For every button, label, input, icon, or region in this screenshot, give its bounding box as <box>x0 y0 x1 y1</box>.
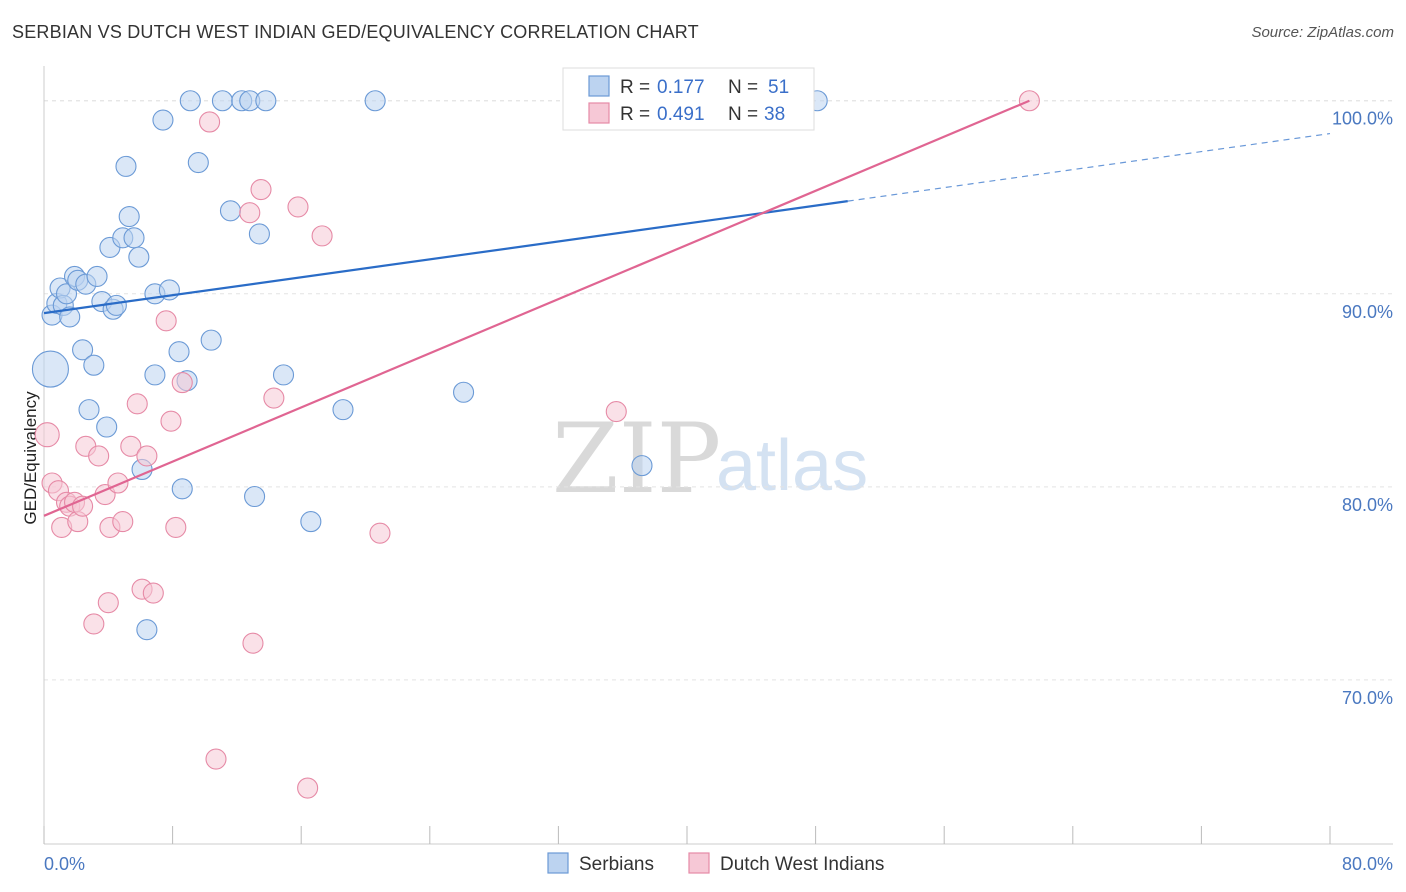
legend-n-value-dutch-west-indians: 38 <box>764 104 785 125</box>
point-dutch-west-indians <box>120 435 142 457</box>
point-serbians <box>244 485 266 508</box>
point-serbians <box>144 364 166 386</box>
point-serbians <box>118 206 140 228</box>
watermark-atlas: atlas <box>716 426 868 506</box>
point-dutch-west-indians <box>142 582 164 604</box>
point-dutch-west-indians <box>136 445 158 467</box>
point-serbians <box>31 350 69 388</box>
point-dutch-west-indians <box>97 592 119 614</box>
axes <box>43 66 1393 845</box>
point-serbians <box>96 416 118 438</box>
point-serbians <box>59 306 81 328</box>
point-dutch-west-indians <box>287 196 309 218</box>
point-dutch-west-indians <box>311 225 333 247</box>
point-dutch-west-indians <box>126 393 148 415</box>
bottom-legend-swatch-dutch-west-indians <box>688 852 710 874</box>
bottom-legend-label-serbians: Serbians <box>579 854 654 875</box>
x-tick-label-max: 80.0% <box>1342 854 1393 874</box>
gridlines <box>44 100 1393 681</box>
point-dutch-west-indians <box>199 111 221 133</box>
point-serbians <box>364 90 386 112</box>
bottom-legend-label-dutch-west-indians: Dutch West Indians <box>720 854 884 875</box>
source-credit: Source: ZipAtlas.com <box>1251 24 1394 41</box>
point-serbians <box>152 109 174 131</box>
series-dutch-west-indians-points <box>34 90 1040 799</box>
y-tick-labels: 70.0% 80.0% 90.0% 100.0% <box>1332 109 1393 708</box>
point-dutch-west-indians <box>34 422 60 448</box>
trend-line-serbians <box>43 200 848 315</box>
point-dutch-west-indians <box>160 410 182 432</box>
legend-r-value-dutch-west-indians: 0.491 <box>657 104 705 125</box>
point-serbians <box>631 455 653 477</box>
point-dutch-west-indians <box>297 777 319 799</box>
point-serbians <box>55 283 78 305</box>
point-serbians <box>187 151 209 174</box>
point-serbians <box>136 619 158 641</box>
bottom-legend-swatch-serbians <box>547 852 569 874</box>
legend-n-value-serbians: 51 <box>768 77 789 98</box>
point-dutch-west-indians <box>239 202 261 224</box>
point-serbians <box>72 339 94 361</box>
legend-n-label-dutch-west-indians: N = <box>728 104 758 125</box>
point-dutch-west-indians <box>250 179 272 201</box>
y-tick-label: 80.0% <box>1342 495 1393 515</box>
point-serbians <box>171 478 193 500</box>
point-serbians <box>105 294 127 316</box>
point-dutch-west-indians <box>165 516 187 538</box>
point-dutch-west-indians <box>263 387 285 409</box>
point-dutch-west-indians <box>107 472 129 494</box>
legend-r-value-serbians: 0.177 <box>657 77 705 98</box>
watermark: ZIP atlas <box>552 403 868 515</box>
trend-line-serbians-extension <box>847 132 1331 202</box>
stats-legend: R = 0.177 N = 51 R = 0.491 N = 38 <box>562 67 815 131</box>
point-serbians <box>248 223 270 245</box>
chart-title: SERBIAN VS DUTCH WEST INDIAN GED/EQUIVAL… <box>12 22 699 42</box>
point-serbians <box>179 90 201 112</box>
point-serbians <box>200 329 222 351</box>
point-serbians <box>255 90 277 112</box>
point-serbians <box>83 354 105 376</box>
point-serbians <box>115 155 137 177</box>
y-tick-label: 100.0% <box>1332 109 1393 129</box>
x-tick-labels: 0.0% 80.0% <box>44 854 1393 874</box>
point-serbians <box>168 341 190 363</box>
series-serbians-points <box>31 90 828 641</box>
point-dutch-west-indians <box>369 522 391 544</box>
point-serbians <box>219 200 242 222</box>
point-dutch-west-indians <box>88 445 110 467</box>
point-serbians <box>123 227 145 249</box>
point-dutch-west-indians <box>155 310 177 332</box>
point-serbians <box>453 381 475 403</box>
point-serbians <box>332 399 354 421</box>
point-dutch-west-indians <box>171 372 193 394</box>
legend-r-label-serbians: R = <box>620 77 650 98</box>
point-dutch-west-indians <box>205 748 227 770</box>
legend-n-label-serbians: N = <box>728 77 758 98</box>
series-legend: Serbians Dutch West Indians <box>547 852 884 875</box>
legend-swatch-serbians <box>588 75 610 97</box>
point-dutch-west-indians <box>112 511 134 533</box>
x-tick-label-min: 0.0% <box>44 854 85 874</box>
y-tick-label: 70.0% <box>1342 688 1393 708</box>
point-serbians <box>300 511 322 533</box>
point-dutch-west-indians <box>83 613 105 635</box>
point-serbians <box>86 265 108 287</box>
point-serbians <box>78 399 100 421</box>
point-dutch-west-indians <box>605 401 627 423</box>
legend-r-label-dutch-west-indians: R = <box>620 104 650 125</box>
point-serbians <box>128 246 150 268</box>
point-dutch-west-indians <box>242 632 264 654</box>
point-serbians <box>211 90 233 112</box>
trend-lines <box>43 99 1331 517</box>
y-axis-title: GED/Equivalency <box>21 391 40 525</box>
legend-swatch-dutch-west-indians <box>588 102 610 124</box>
trend-line-dutch-west-indians <box>43 99 1030 517</box>
point-serbians <box>272 364 295 386</box>
y-tick-label: 90.0% <box>1342 302 1393 322</box>
